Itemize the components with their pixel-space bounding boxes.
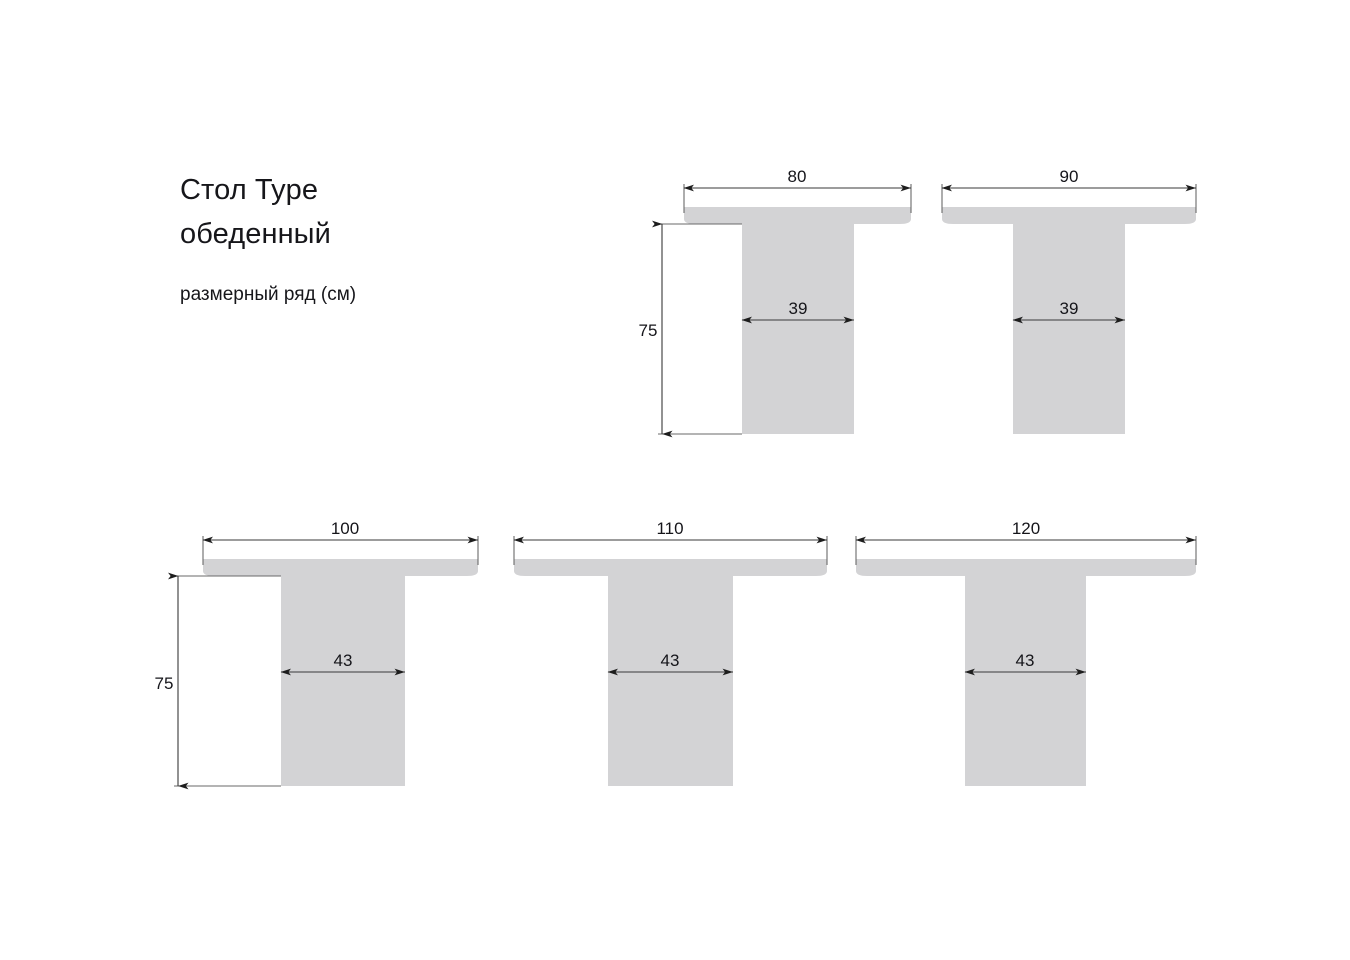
dimension-label-base-43: 43	[334, 651, 353, 670]
dimension-label-width-90: 90	[1060, 167, 1079, 186]
diagram-table-120: 120 43	[855, 519, 1197, 786]
diagram-table-100: 100 75 43	[155, 519, 479, 790]
title-block: Стол Type обеденный размерный ряд (см)	[180, 168, 600, 308]
dimension-label-width-80: 80	[788, 167, 807, 186]
dimension-label-height-75-b: 75	[155, 674, 174, 693]
page-title-line-1: Стол Type	[180, 174, 319, 206]
dimension-label-base-39: 39	[789, 299, 808, 318]
page-title-line-2: обеденный	[180, 218, 331, 250]
dimension-label-height-75: 75	[639, 321, 658, 340]
dimension-label-width-110: 110	[656, 519, 683, 538]
diagram-table-110: 110 43	[513, 519, 828, 786]
dimension-label-base-43-b: 43	[661, 651, 680, 670]
dimension-label-base-39-b: 39	[1060, 299, 1079, 318]
diagram-table-80: 80 75 39	[639, 167, 912, 438]
dimension-label-base-43-c: 43	[1016, 651, 1035, 670]
dimension-label-width-100: 100	[331, 519, 359, 538]
dimension-label-width-120: 120	[1012, 519, 1040, 538]
page-subtitle: размерный ряд (см)	[180, 284, 357, 305]
diagram-table-90: 90 39	[941, 167, 1197, 434]
